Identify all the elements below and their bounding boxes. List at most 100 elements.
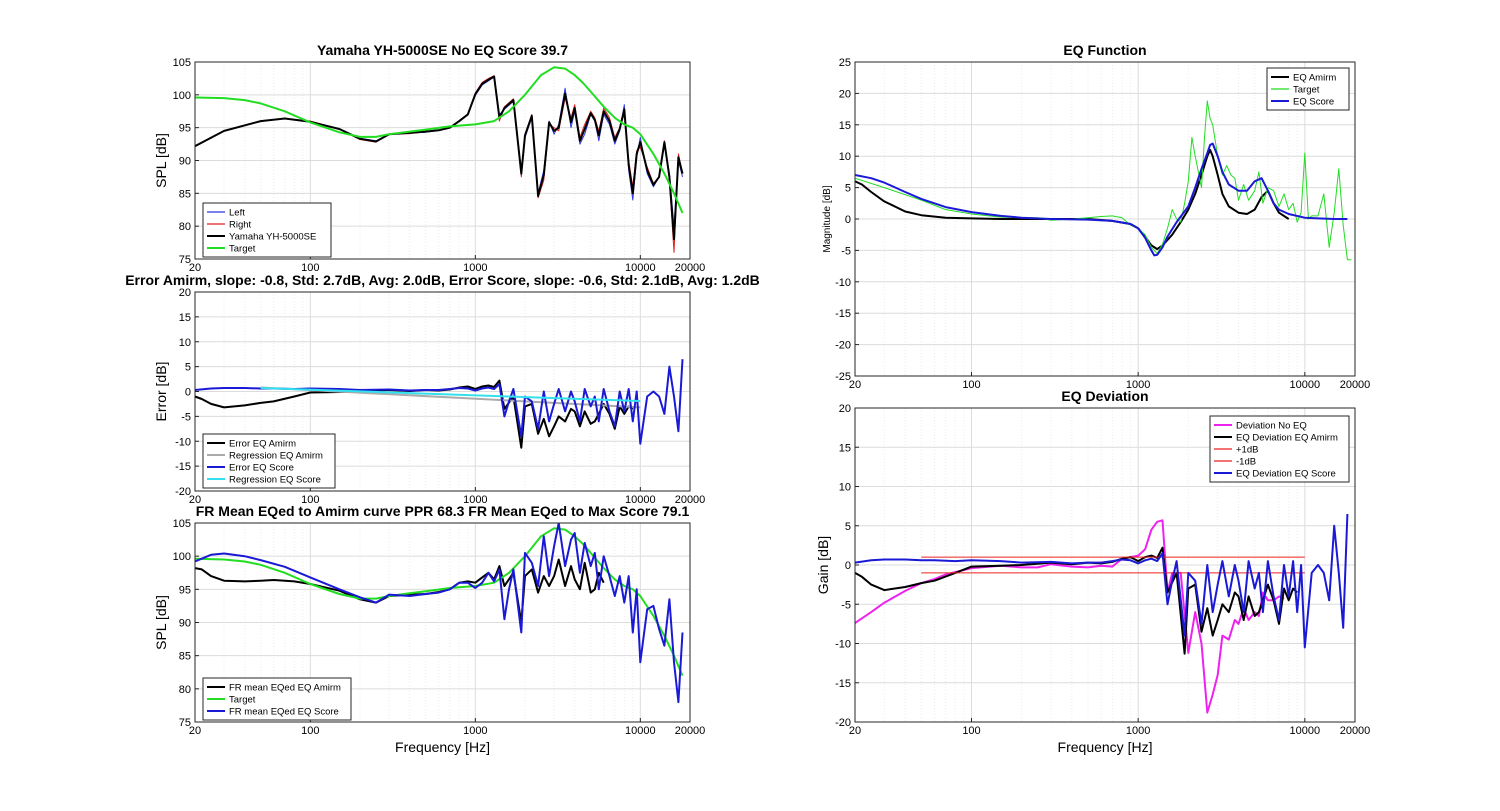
y-axis-label: Error [dB] [153,362,169,422]
series-line-target [855,100,1352,261]
y-tick-label: 80 [179,221,191,233]
y-tick-label: 90 [179,156,191,168]
x-tick-label: 20000 [675,725,706,737]
y-tick-label: -5 [841,245,851,257]
legend-box [1209,415,1350,483]
y-tick-label: 0 [845,560,851,572]
legend-entry: Target [229,244,256,255]
chart-title: Error Amirm, slope: -0.8, Std: 2.7dB, Av… [125,272,760,288]
x-tick-label: 20 [849,725,861,737]
legend-entry: Error EQ Amirm [229,439,296,450]
chart-title: FR Mean EQed to Amirm curve PPR 68.3 FR … [196,503,690,519]
series-group [855,100,1352,261]
x-tick-label: 20 [849,379,861,391]
y-tick-label: 75 [179,254,191,266]
legend-entry: +1dB [1236,445,1258,456]
y-tick-label: -15 [175,461,191,473]
legend-entry: Regression EQ Amirm [229,451,323,462]
series-line-target [195,66,684,214]
grid [855,408,1355,722]
x-tick-label: 100 [301,494,319,506]
chart-p3: 75 80 85 90 95 100 105 20 100 1000 10000 20000 FR Me… [153,503,705,755]
y-tick-label: 15 [839,120,851,132]
legend-entry: Error EQ Score [229,463,294,474]
y-tick-label: 90 [179,618,191,630]
y-tick-label: 105 [173,57,191,69]
legend-entry: EQ Score [1293,97,1334,108]
x-tick-label: 1000 [463,262,487,274]
x-tick-label: 100 [301,262,319,274]
y-tick-label: 80 [179,684,191,696]
y-tick-label: 100 [173,90,191,102]
y-tick-label: -15 [835,308,851,320]
chart-p1: 75 80 85 90 95 100 105 20 100 1000 10000 20000 Yamah… [153,42,705,274]
y-axis-label: Gain [dB] [815,536,831,594]
legend-box [202,677,352,721]
chart-title: Yamaha YH-5000SE No EQ Score 39.7 [317,42,568,58]
y-tick-label: 10 [839,482,851,494]
y-axis-label: SPL [dB] [153,133,169,188]
series-group [855,513,1349,714]
y-tick-label: 85 [179,188,191,200]
series-line-yamaha-yh-5000se [195,75,684,241]
x-tick-label: 10000 [1290,725,1321,737]
x-tick-label: 20 [189,262,201,274]
y-tick-label: 20 [179,287,191,299]
y-tick-label: 20 [839,403,851,415]
x-tick-label: 10000 [1290,379,1321,391]
x-tick-label: 10000 [625,725,656,737]
y-tick-label: -10 [835,277,851,289]
y-tick-label: 10 [839,151,851,163]
legend-entry: EQ Deviation EQ Score [1236,469,1336,480]
x-tick-label: 1000 [1126,379,1150,391]
y-tick-label: 100 [173,551,191,563]
y-tick-label: -10 [175,436,191,448]
series-line-regression-eq-score [260,387,641,402]
legend-entry: -1dB [1236,457,1256,468]
y-tick-label: -20 [835,717,851,729]
series-line-eq-deviation-eq-score [855,513,1349,649]
y-tick-label: -15 [835,678,851,690]
x-tick-label: 20000 [675,494,706,506]
chart-p2: -20 -15 -10 -5 0 5 10 15 20 20 100 1000 10000 20000 Er… [125,272,760,506]
series-line-eq-amirm [855,148,1290,251]
legend-entry: FR mean EQed EQ Score [229,707,339,718]
y-tick-label: 105 [173,518,191,530]
x-tick-label: 10000 [625,494,656,506]
series-line-fr-mean-eqed-eq-score [195,523,684,704]
chart-p5: -20 -15 -10 -5 0 5 10 15 20 20 100 1000 10000 20000 EQ… [815,388,1370,755]
y-tick-label: 10 [179,337,191,349]
y-tick-label: 5 [845,183,851,195]
series-group [195,66,684,253]
x-tick-label: 20000 [1340,725,1371,737]
chart-p4: -25 -20 -15 -10 -5 0 5 10 15 20 25 20 100 1000 10000 20… [822,42,1370,391]
y-axis-label: SPL [dB] [153,595,169,650]
legend-entry: Right [229,220,252,231]
x-tick-label: 100 [301,725,319,737]
chart-title: EQ Deviation [1061,388,1148,404]
legend-entry: Left [229,208,245,219]
legend-entry: EQ Deviation EQ Amirm [1236,433,1338,444]
legend-entry: Deviation No EQ [1236,421,1307,432]
y-tick-label: 15 [179,312,191,324]
legend-entry: Target [1293,85,1320,96]
y-tick-label: 15 [839,442,851,454]
y-tick-label: 95 [179,123,191,135]
series-line-target [195,527,684,676]
y-axis-label: Magnitude [dB] [822,185,833,252]
y-tick-label: -25 [835,371,851,383]
x-tick-label: 1000 [463,725,487,737]
y-tick-label: 5 [845,521,851,533]
legend-entry: Target [229,695,256,706]
series-group [195,359,684,449]
legend-entry: Regression EQ Score [229,475,321,486]
x-axis-label: Frequency [Hz] [395,739,490,755]
chart-title: EQ Function [1063,42,1146,58]
x-tick-label: 1000 [1126,725,1150,737]
y-tick-label: -5 [841,599,851,611]
series-line-eq-score [855,142,1348,257]
